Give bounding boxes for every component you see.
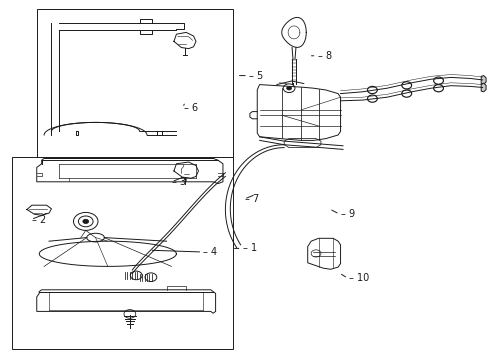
Text: – 4: – 4 bbox=[203, 247, 218, 257]
Bar bbox=[12, 157, 233, 349]
Polygon shape bbox=[481, 83, 486, 92]
Text: – 7: – 7 bbox=[245, 194, 259, 204]
Text: – 9: – 9 bbox=[341, 209, 355, 219]
Text: – 10: – 10 bbox=[349, 273, 369, 283]
Text: – 6: – 6 bbox=[184, 103, 198, 113]
Text: – 3: – 3 bbox=[172, 177, 187, 187]
Text: – 2: – 2 bbox=[32, 215, 46, 225]
Polygon shape bbox=[481, 76, 486, 84]
Bar bbox=[37, 9, 233, 160]
Circle shape bbox=[287, 86, 292, 90]
Text: – 5: – 5 bbox=[249, 71, 263, 81]
Text: – 1: – 1 bbox=[243, 243, 257, 253]
Text: – 8: – 8 bbox=[318, 51, 332, 61]
Circle shape bbox=[83, 219, 89, 224]
